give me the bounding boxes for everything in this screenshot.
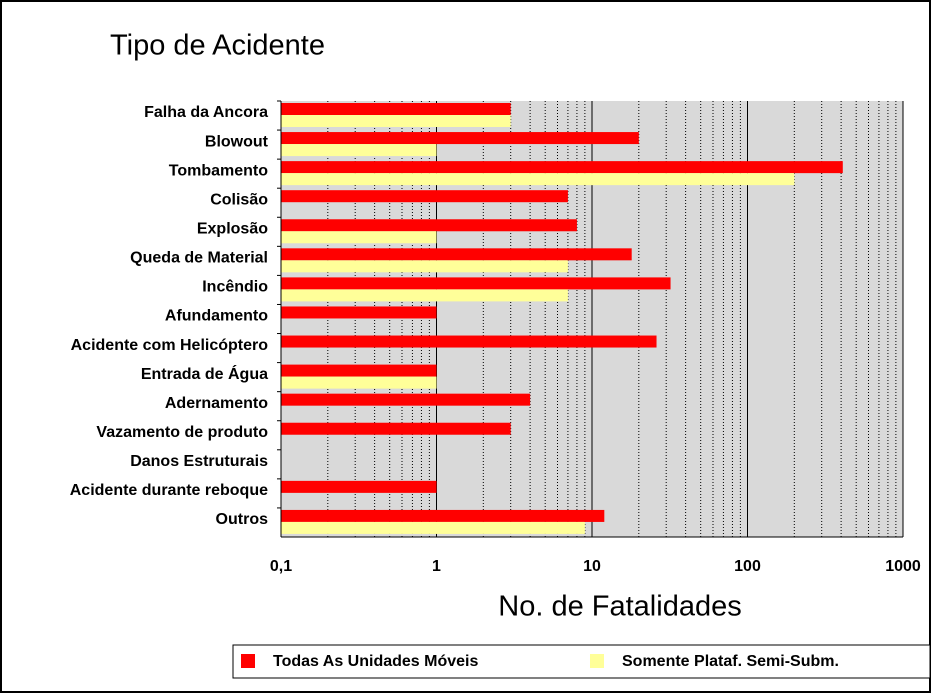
y-tick-label: Colisão: [210, 191, 268, 208]
bar: [281, 480, 437, 493]
x-tick-label: 1: [432, 558, 441, 575]
bar: [281, 521, 585, 534]
y-tick-label: Acidente durante reboque: [70, 482, 268, 499]
bar: [281, 306, 437, 319]
bar: [281, 277, 671, 290]
y-tick-label: Entrada de Água: [141, 364, 268, 383]
bar: [281, 144, 437, 157]
legend-label: Somente Plataf. Semi-Subm.: [622, 653, 839, 670]
bar: [281, 161, 843, 174]
x-axis-label: No. de Fatalidades: [498, 591, 741, 623]
bar: [281, 231, 437, 244]
bar: [281, 173, 795, 186]
bar: [281, 132, 639, 145]
x-tick-label: 10: [583, 558, 601, 575]
y-tick-label: Danos Estruturais: [130, 453, 268, 470]
legend-label: Todas As Unidades Móveis: [273, 653, 478, 670]
bar: [281, 248, 632, 261]
bar: [281, 103, 511, 115]
y-tick-label: Outros: [216, 511, 269, 528]
bar: [281, 260, 568, 273]
y-tick-label: Tombamento: [169, 162, 268, 179]
x-tick-label: 0,1: [270, 558, 292, 575]
y-tick-label: Falha da Ancora: [144, 104, 268, 121]
y-tick-label: Blowout: [205, 133, 269, 150]
x-tick-label: 100: [734, 558, 761, 575]
y-tick-label: Queda de Material: [130, 250, 268, 267]
bar: [281, 364, 437, 377]
bar: [281, 289, 568, 302]
legend: [232, 644, 931, 679]
bar: [281, 422, 511, 435]
bar: [281, 219, 577, 232]
bar: [281, 335, 657, 348]
y-tick-label: Adernamento: [165, 395, 268, 412]
x-tick-label: 1000: [885, 558, 921, 575]
y-tick-label: Explosão: [197, 220, 268, 237]
y-tick-label: Vazamento de produto: [96, 424, 268, 441]
bar: [281, 190, 568, 203]
y-tick-label: Acidente com Helicóptero: [71, 337, 269, 354]
legend-swatch: [590, 654, 604, 668]
bar: [281, 115, 511, 127]
bar: [281, 509, 605, 522]
legend-swatch: [241, 654, 255, 668]
bar: [281, 376, 437, 389]
bar: [281, 393, 531, 406]
chart-title: Tipo de Acidente: [110, 30, 325, 62]
y-tick-label: Incêndio: [202, 279, 268, 296]
y-tick-label: Afundamento: [165, 308, 268, 325]
